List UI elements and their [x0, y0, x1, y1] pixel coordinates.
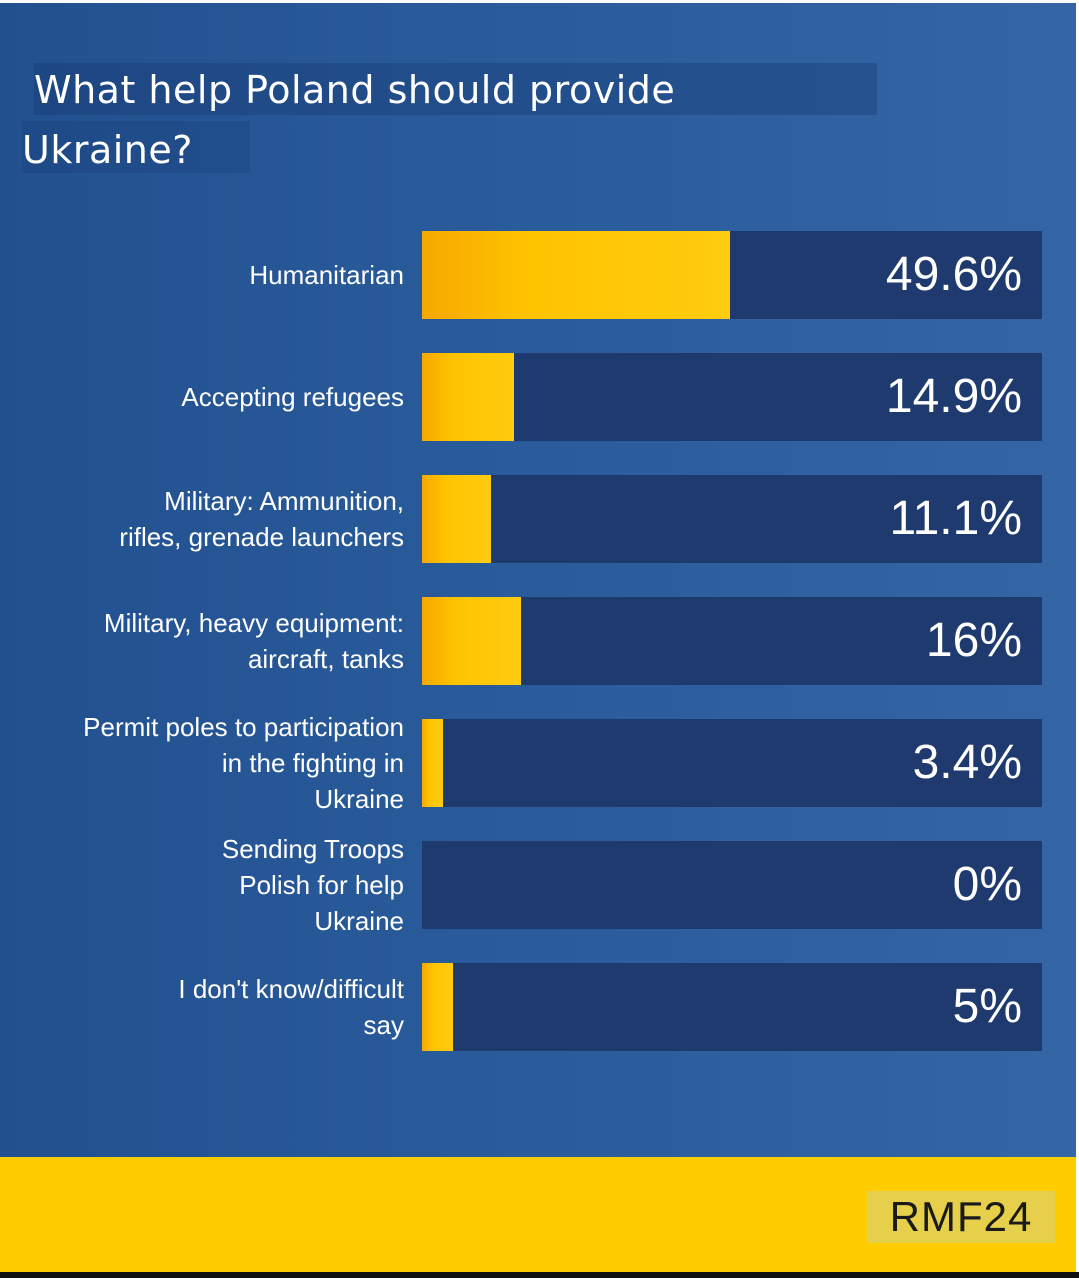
bar-fill — [422, 475, 491, 563]
bar-track: 0% — [422, 841, 1042, 929]
value-label: 5% — [952, 980, 1022, 1033]
title-highlight-line2 — [22, 121, 250, 173]
title-line-2: Ukraine? — [22, 128, 193, 172]
bar-fill — [422, 963, 453, 1051]
title-highlight-line1 — [34, 63, 877, 115]
bar-row: Sending Troops Polish for help Ukraine 0% — [0, 834, 1076, 936]
value-label: 3.4% — [912, 736, 1022, 789]
bar-row: Accepting refugees 14.9% — [0, 353, 1076, 441]
bar-row: I don't know/difficult say 5% — [0, 963, 1076, 1051]
bar-fill — [422, 719, 444, 807]
bar-track: 3.4% — [422, 719, 1042, 807]
chart-title: What help Poland should provide Ukraine? — [22, 63, 877, 176]
source-logo: RMF24 — [867, 1191, 1055, 1243]
bottom-border — [0, 1272, 1079, 1278]
value-label: 49.6% — [885, 248, 1022, 301]
bar-track: 16% — [422, 597, 1042, 685]
bar-row: Military, heavy equipment: aircraft, tan… — [0, 597, 1076, 685]
category-label: Military: Ammunition, rifles, grenade la… — [119, 486, 404, 552]
bar-track: 49.6% — [422, 231, 1042, 319]
value-label: 0% — [952, 858, 1022, 911]
bar-fill — [422, 597, 522, 685]
category-label: Permit poles to participation in the fig… — [83, 712, 404, 814]
bar-track: 11.1% — [422, 475, 1042, 563]
value-label: 11.1% — [889, 492, 1022, 545]
bar-row: Humanitarian 49.6% — [0, 231, 1076, 319]
category-label: I don't know/difficult say — [178, 974, 404, 1040]
bar-row: Military: Ammunition, rifles, grenade la… — [0, 475, 1076, 563]
value-label: 16% — [925, 614, 1022, 667]
category-label: Sending Troops Polish for help Ukraine — [221, 834, 404, 936]
category-label: Military, heavy equipment: aircraft, tan… — [103, 608, 404, 674]
bar-fill — [422, 231, 730, 319]
bar-track: 14.9% — [422, 353, 1042, 441]
bar-fill — [422, 353, 515, 441]
value-label: 14.9% — [885, 370, 1022, 423]
category-label: Humanitarian — [249, 260, 404, 290]
bar-track: 5% — [422, 963, 1042, 1051]
title-line-1: What help Poland should provide — [34, 68, 676, 112]
category-label: Accepting refugees — [181, 382, 404, 412]
bar-row: Permit poles to participation in the fig… — [0, 712, 1076, 814]
